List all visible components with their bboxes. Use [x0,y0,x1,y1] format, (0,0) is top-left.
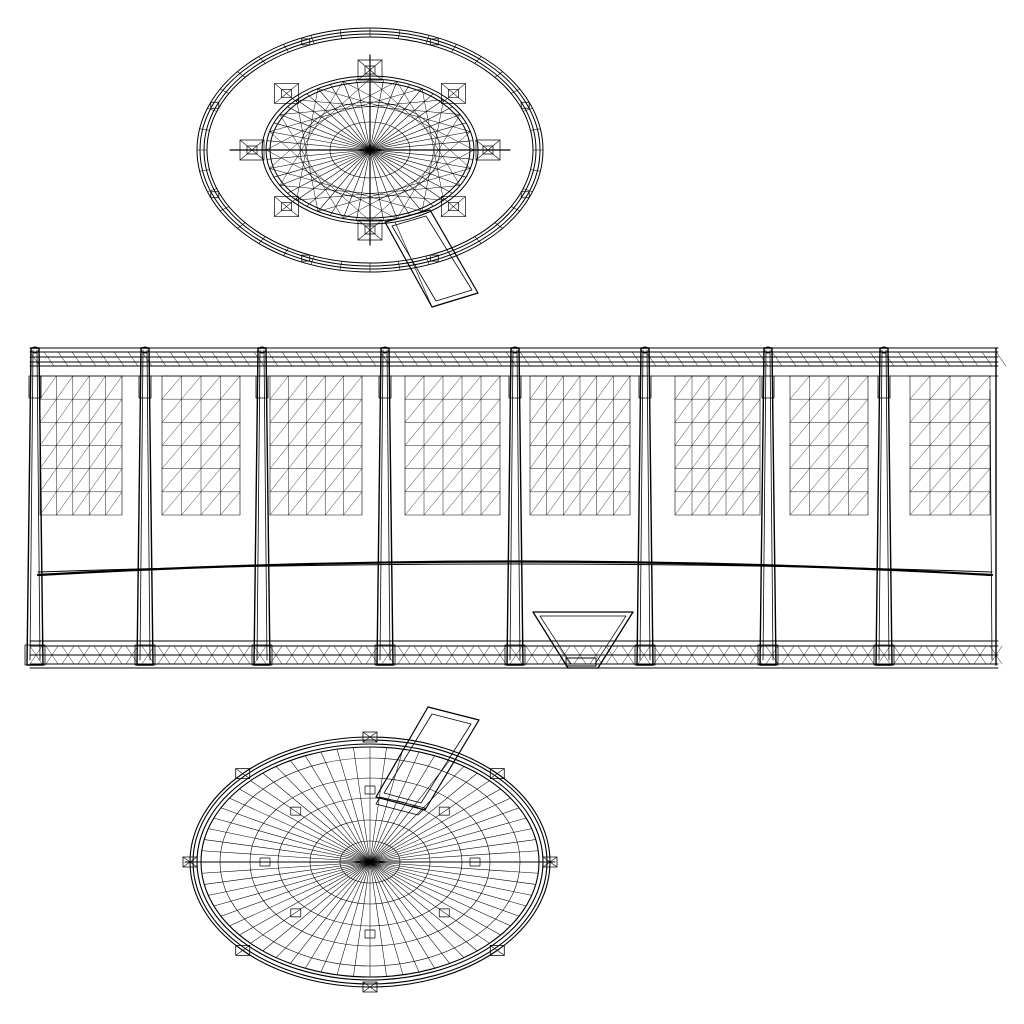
column [251,346,273,666]
side-elevation-view [24,346,1007,669]
column-supports [24,346,997,666]
bracket [362,929,378,993]
bracket [274,83,299,104]
tension-cable [36,560,994,577]
bracket [235,768,302,816]
wall-panel [161,375,241,516]
bracket [438,768,505,816]
column [757,346,779,666]
bracket [438,908,505,956]
column [634,346,656,666]
bracket-clusters [182,731,558,993]
top-view [196,27,544,308]
wall-panel [789,375,869,516]
column [134,346,156,666]
bracket [274,196,299,217]
attached-ramp [384,209,479,308]
bracket [441,83,466,104]
trapezoid-hopper [532,611,634,669]
bracket [441,196,466,217]
wall-panel [529,375,631,516]
wall-panel [909,375,991,516]
triangulated-wall-panels [39,375,991,516]
bracket [475,139,501,161]
column [504,346,526,666]
bracket [357,59,383,81]
bracket [469,856,558,868]
wall-panel [39,375,123,516]
wall-panel [674,375,761,516]
column [24,346,46,666]
bracket [182,856,271,868]
bracket [235,908,302,956]
bracket [362,731,378,795]
column [873,346,895,666]
bracket-clusters [239,59,501,241]
base-band [29,640,1003,669]
radial-spokes [184,746,556,978]
wall-panel [269,375,363,516]
bracket [239,139,265,161]
bottom-view [182,706,558,993]
attached-ramp [375,706,480,816]
wall-panel [404,375,501,516]
radial-spokes [229,54,511,246]
outer-ring [196,27,544,273]
bracket [357,219,383,241]
column [374,346,396,666]
